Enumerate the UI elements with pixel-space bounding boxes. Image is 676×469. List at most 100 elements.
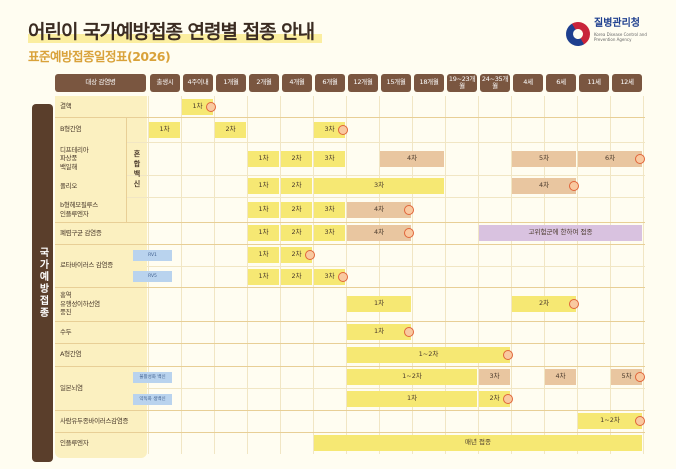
completion-stamp-icon <box>503 394 513 404</box>
schedule-bar: 6차 <box>578 150 642 167</box>
completion-stamp-icon <box>404 204 414 215</box>
completion-stamp-icon <box>503 349 513 360</box>
grid-column-line <box>577 96 578 454</box>
disease-label: 폴리오 <box>60 181 78 190</box>
grid-row-line <box>55 321 645 322</box>
completion-stamp-icon <box>569 299 579 309</box>
disease-label: 인플루엔자 <box>60 438 89 447</box>
schedule-bar: 1~2차 <box>347 369 477 385</box>
completion-stamp-icon <box>404 327 414 337</box>
header-age: 19~23개월 <box>447 74 477 92</box>
schedule-bar: 1차 <box>347 324 411 340</box>
grid-column-line <box>313 96 314 454</box>
completion-stamp-icon <box>635 416 645 426</box>
completion-stamp-icon <box>338 271 348 282</box>
schedule-bar: 3차 <box>314 268 345 285</box>
header-age: 2개월 <box>249 74 279 92</box>
completion-stamp-icon <box>635 372 645 382</box>
grid-column-line <box>544 96 545 454</box>
header-age: 12개월 <box>348 74 378 92</box>
grid-column-line <box>214 96 215 454</box>
schedule-bar: 3차 <box>479 369 510 385</box>
grid-column-line <box>412 96 413 454</box>
grid-row-line <box>147 388 645 389</box>
schedule-bar: 고위험군에 한하여 접종 <box>479 225 642 241</box>
grid-column-line <box>379 96 380 454</box>
schedule-bar: 4차 <box>347 225 411 241</box>
completion-stamp-icon <box>206 101 216 112</box>
completion-stamp-icon <box>404 228 414 238</box>
grid-row-line <box>55 117 645 118</box>
header-age: 4개월 <box>282 74 312 92</box>
completion-stamp-icon <box>635 153 645 164</box>
disease-label: B형간염 <box>60 125 82 134</box>
header-age: 6세 <box>546 74 576 92</box>
combo-vaccine-label: 혼합백신 <box>126 117 147 222</box>
logo-english: Korea Disease Control and Prevention Age… <box>594 32 647 42</box>
grid-row-line <box>55 287 645 288</box>
grid-row-line <box>55 432 645 433</box>
schedule-bar: 3차 <box>314 150 345 167</box>
schedule-bar: 2차 <box>281 268 312 285</box>
header-age: 24~35개월 <box>480 74 510 92</box>
schedule-bar: 2차 <box>281 247 312 263</box>
schedule-bar: 1차 <box>347 391 477 407</box>
disease-label: 로타바이러스 감염증 <box>60 261 113 270</box>
schedule-bar: 2차 <box>281 225 312 241</box>
schedule-bar: 2차 <box>281 178 312 194</box>
schedule-bar: 1~2차 <box>578 413 642 429</box>
grid-row-line <box>55 244 645 245</box>
header-age: 4주이내 <box>183 74 213 92</box>
header-age: 4세 <box>513 74 543 92</box>
disease-label: 일본뇌염 <box>60 383 83 392</box>
header-age: 1개월 <box>216 74 246 92</box>
schedule-bar: 1차 <box>182 98 213 115</box>
disease-label: 결핵 <box>60 102 72 111</box>
disease-label-column <box>55 96 147 458</box>
schedule-bar: 1차 <box>248 178 279 194</box>
disease-label: 수두 <box>60 327 72 336</box>
page-title-text: 어린이 국가예방접종 연령별 접종 안내 <box>28 21 323 43</box>
kdca-logo: 질병관리청 Korea Disease Control and Preventi… <box>561 17 666 52</box>
vaccine-type-badge: 불활성화 백신 <box>133 371 172 383</box>
grid-column-line <box>445 96 446 454</box>
logo-name: 질병관리청 <box>594 18 640 29</box>
header-age: 11세 <box>579 74 609 92</box>
grid-column-line <box>280 96 281 454</box>
schedule-bar: 1차 <box>347 296 411 312</box>
schedule-bar: 2차 <box>281 150 312 167</box>
schedule-bar: 3차 <box>314 121 345 138</box>
completion-stamp-icon <box>338 124 348 135</box>
schedule-bar: 1차 <box>248 225 279 241</box>
schedule-bar: 1차 <box>149 121 180 138</box>
schedule-bar: 4차 <box>545 369 576 385</box>
header-age: 출생시 <box>150 74 180 92</box>
schedule-bar: 4차 <box>512 178 576 194</box>
grid-row-line <box>55 343 645 344</box>
schedule-bar: 2차 <box>512 296 576 312</box>
schedule-bar: 2차 <box>479 391 510 407</box>
grid-row-line <box>55 410 645 411</box>
schedule-bar: 2차 <box>281 201 312 218</box>
taegeuk-logo-icon <box>561 17 595 51</box>
grid-column-line <box>610 96 611 454</box>
grid-column-line <box>247 96 248 454</box>
schedule-bar: 5차 <box>512 150 576 167</box>
schedule-bar: 매년 접종 <box>314 435 642 451</box>
header-disease: 대상 감염병 <box>55 74 146 92</box>
schedule-bar: 1차 <box>248 201 279 218</box>
disease-label: b형헤모필루스 인플루엔자 <box>60 201 98 218</box>
grid-row-line <box>126 197 645 198</box>
vaccine-type-badge: RV1 <box>133 249 172 261</box>
disease-label: 사람유두종바이러스감염증 <box>60 416 129 425</box>
schedule-bar: 1차 <box>248 150 279 167</box>
grid-row-line <box>126 142 645 143</box>
grid-column-line <box>511 96 512 454</box>
schedule-bar: 5차 <box>611 369 642 385</box>
grid-row-line <box>55 366 645 367</box>
grid-row-line <box>55 222 645 223</box>
header-age: 18개월 <box>414 74 444 92</box>
category-band: 국가예방접종 <box>32 104 53 462</box>
header-age: 6개월 <box>315 74 345 92</box>
header-age: 15개월 <box>381 74 411 92</box>
